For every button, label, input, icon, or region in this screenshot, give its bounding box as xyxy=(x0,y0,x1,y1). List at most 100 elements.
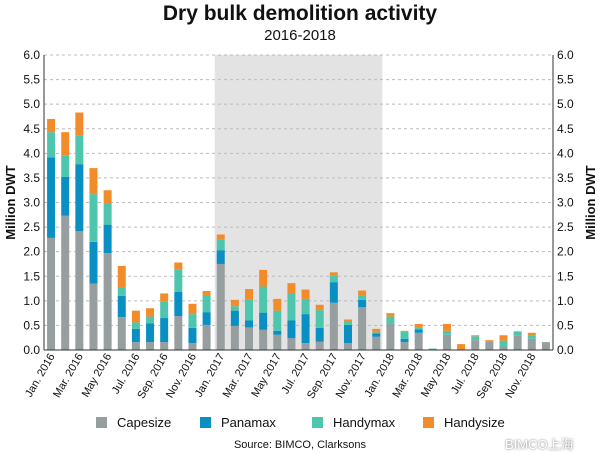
bar-handymax xyxy=(230,306,239,311)
bar-handymax xyxy=(174,269,183,292)
legend-item-panamax: Panamax xyxy=(200,415,276,430)
y-tick-left: 6.0 xyxy=(23,48,40,62)
bar-panamax xyxy=(287,320,296,339)
legend-label: Capesize xyxy=(117,415,172,430)
bar-capesize xyxy=(47,237,56,350)
bar-handymax xyxy=(103,203,112,225)
bar-handysize xyxy=(527,332,536,336)
source-note: Source: BIMCO, Clarksons xyxy=(233,439,367,451)
y-tick-left: 1.5 xyxy=(23,269,40,283)
bar-capesize xyxy=(160,342,169,350)
bar-panamax xyxy=(414,329,423,333)
y-tick-left: 5.5 xyxy=(23,73,40,87)
bar-panamax xyxy=(75,164,84,232)
bar-panamax xyxy=(358,299,367,308)
bar-handymax xyxy=(47,132,56,158)
bar-panamax xyxy=(329,282,338,303)
bar-capesize xyxy=(301,343,310,350)
bar-capesize xyxy=(513,335,522,350)
y-tick-left: 2.0 xyxy=(23,245,40,259)
bar-handymax xyxy=(89,194,98,242)
y-tick-right: 4.5 xyxy=(557,122,574,136)
y-tick-left: 4.5 xyxy=(23,122,40,136)
y-tick-left: 4.0 xyxy=(23,146,40,160)
bar-handymax xyxy=(442,330,451,335)
bar-handymax xyxy=(131,322,140,329)
bar-capesize xyxy=(287,338,296,350)
y-tick-right: 5.5 xyxy=(557,73,574,87)
bar-panamax xyxy=(301,314,310,344)
y-tick-left: 3.5 xyxy=(23,171,40,185)
bar-capesize xyxy=(89,283,98,350)
y-tick-left: 0.0 xyxy=(23,343,40,357)
bar-handymax xyxy=(61,155,70,177)
bar-handysize xyxy=(457,344,466,350)
y-tick-right: 3.0 xyxy=(557,196,574,210)
bar-panamax xyxy=(259,312,268,330)
bar-handymax xyxy=(259,286,268,313)
bar-panamax xyxy=(372,333,381,337)
legend-swatch xyxy=(312,417,323,428)
y-tick-right: 0.5 xyxy=(557,318,574,332)
y-tick-right: 2.0 xyxy=(557,245,574,259)
bar-handysize xyxy=(273,298,282,311)
y-axis-label-left: Million DWT xyxy=(3,165,18,239)
bar-handymax xyxy=(117,287,126,296)
bar-panamax xyxy=(117,295,126,318)
bar-panamax xyxy=(174,291,183,317)
bar-handysize xyxy=(329,272,338,276)
bar-capesize xyxy=(146,342,155,350)
bar-handysize xyxy=(188,303,197,315)
y-tick-right: 5.0 xyxy=(557,97,574,111)
bar-handymax xyxy=(216,239,225,251)
legend-item-capesize: Capesize xyxy=(96,415,171,430)
legend-swatch xyxy=(96,417,107,428)
bar-panamax xyxy=(131,328,140,343)
y-tick-right: 2.5 xyxy=(557,220,574,234)
y-tick-right: 4.0 xyxy=(557,146,574,160)
bar-capesize xyxy=(499,346,508,350)
watermark: BIMCO上海 xyxy=(505,437,574,452)
bar-panamax xyxy=(47,157,56,238)
y-tick-right: 0.0 xyxy=(557,343,574,357)
bar-handymax xyxy=(287,293,296,321)
bar-capesize xyxy=(372,336,381,350)
bar-panamax xyxy=(89,241,98,284)
bar-handysize xyxy=(103,190,112,204)
y-tick-left: 2.5 xyxy=(23,220,40,234)
bar-handysize xyxy=(146,308,155,317)
bar-handymax xyxy=(358,295,367,300)
bar-handymax xyxy=(372,332,381,334)
bar-handymax xyxy=(273,310,282,331)
bar-handysize xyxy=(245,289,254,300)
bar-handysize xyxy=(230,299,239,307)
bar-handysize xyxy=(372,328,381,333)
bar-panamax xyxy=(61,176,70,216)
bar-panamax xyxy=(343,324,352,344)
bar-handymax xyxy=(146,316,155,324)
bar-panamax xyxy=(216,250,225,264)
bar-panamax xyxy=(315,327,324,342)
bar-capesize xyxy=(329,302,338,350)
bar-handysize xyxy=(47,118,56,133)
bar-handysize xyxy=(343,319,352,321)
bar-panamax xyxy=(103,224,112,254)
bar-handymax xyxy=(188,314,197,328)
bar-handysize xyxy=(89,168,98,195)
bar-panamax xyxy=(160,318,169,343)
bar-handysize xyxy=(61,132,70,156)
bar-capesize xyxy=(527,338,536,350)
bar-handymax xyxy=(75,135,84,165)
bar-panamax xyxy=(400,338,409,343)
bar-handymax xyxy=(160,301,169,319)
bar-handysize xyxy=(174,262,183,270)
y-tick-right: 1.5 xyxy=(557,269,574,283)
bar-handysize xyxy=(287,283,296,294)
bar-capesize xyxy=(414,332,423,350)
bar-handysize xyxy=(414,323,423,328)
bar-handymax xyxy=(386,316,395,324)
bar-handysize xyxy=(358,290,367,296)
y-tick-right: 1.0 xyxy=(557,294,574,308)
legend-swatch xyxy=(423,417,434,428)
bar-panamax xyxy=(202,312,211,325)
